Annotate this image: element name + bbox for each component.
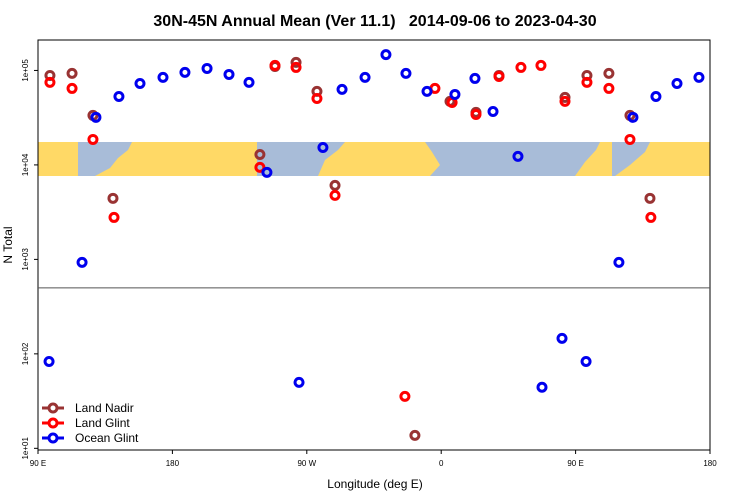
x-tick-label: 90 W <box>297 459 316 468</box>
point <box>44 76 56 88</box>
point <box>644 192 656 204</box>
point <box>254 148 266 160</box>
point <box>290 56 302 68</box>
point <box>449 88 461 100</box>
point <box>66 67 78 79</box>
point <box>76 256 88 268</box>
y-tick-label: 1e+05 <box>21 59 30 82</box>
point <box>223 68 235 80</box>
legend-marker <box>47 432 59 444</box>
point <box>261 166 273 178</box>
point <box>650 90 662 102</box>
point <box>400 67 412 79</box>
map-land <box>612 142 650 176</box>
point <box>470 108 482 120</box>
point <box>336 83 348 95</box>
point <box>293 376 305 388</box>
legend-marker <box>47 402 59 414</box>
point <box>512 150 524 162</box>
legend-marker <box>47 417 59 429</box>
map-ocean <box>38 142 710 176</box>
point <box>108 211 120 223</box>
x-tick-label: 180 <box>703 459 717 468</box>
point <box>43 355 55 367</box>
point <box>581 76 593 88</box>
point <box>627 111 639 123</box>
y-tick-label: 1e+02 <box>21 342 30 365</box>
point <box>559 91 571 103</box>
point <box>535 59 547 71</box>
point <box>329 189 341 201</box>
point <box>380 49 392 61</box>
x-tick-label: 180 <box>166 459 180 468</box>
point <box>113 90 125 102</box>
point <box>515 61 527 73</box>
y-tick-label: 1e+03 <box>21 248 30 271</box>
point <box>317 141 329 153</box>
point <box>536 381 548 393</box>
x-axis-label: Longitude (deg E) <box>327 477 422 491</box>
map-strip <box>38 142 710 176</box>
legend-label: Ocean Glint <box>75 431 139 445</box>
point <box>87 133 99 145</box>
point <box>493 70 505 82</box>
point <box>66 82 78 94</box>
point <box>311 92 323 104</box>
point <box>269 59 281 71</box>
legend-label: Land Nadir <box>75 401 134 415</box>
point <box>645 211 657 223</box>
point <box>201 62 213 74</box>
point <box>157 71 169 83</box>
point <box>90 111 102 123</box>
y-tick-label: 1e+04 <box>21 153 30 176</box>
point <box>399 390 411 402</box>
point <box>359 71 371 83</box>
y-axis-label: N Total <box>1 226 15 263</box>
legend-label: Land Glint <box>75 416 130 430</box>
point <box>179 66 191 78</box>
plot-frame <box>37 39 711 451</box>
point <box>693 71 705 83</box>
map-land <box>78 142 132 176</box>
point <box>487 105 499 117</box>
point <box>624 133 636 145</box>
x-tick-label: 90 E <box>567 459 583 468</box>
point <box>107 192 119 204</box>
x-tick-label: 0 <box>439 459 444 468</box>
point <box>603 82 615 94</box>
point <box>671 77 683 89</box>
x-tick-label: 90 E <box>30 459 46 468</box>
y-tick-label: 1e+01 <box>21 437 30 460</box>
point <box>290 61 302 73</box>
map-land <box>425 142 600 176</box>
chart-title: 30N-45N Annual Mean (Ver 11.1) 2014-09-0… <box>153 13 596 30</box>
point <box>559 95 571 107</box>
point <box>556 332 568 344</box>
point <box>613 256 625 268</box>
point <box>421 85 433 97</box>
point <box>469 72 481 84</box>
point <box>409 429 421 441</box>
point <box>134 77 146 89</box>
point <box>329 179 341 191</box>
point <box>580 355 592 367</box>
point <box>603 67 615 79</box>
point <box>243 76 255 88</box>
point <box>254 161 266 173</box>
